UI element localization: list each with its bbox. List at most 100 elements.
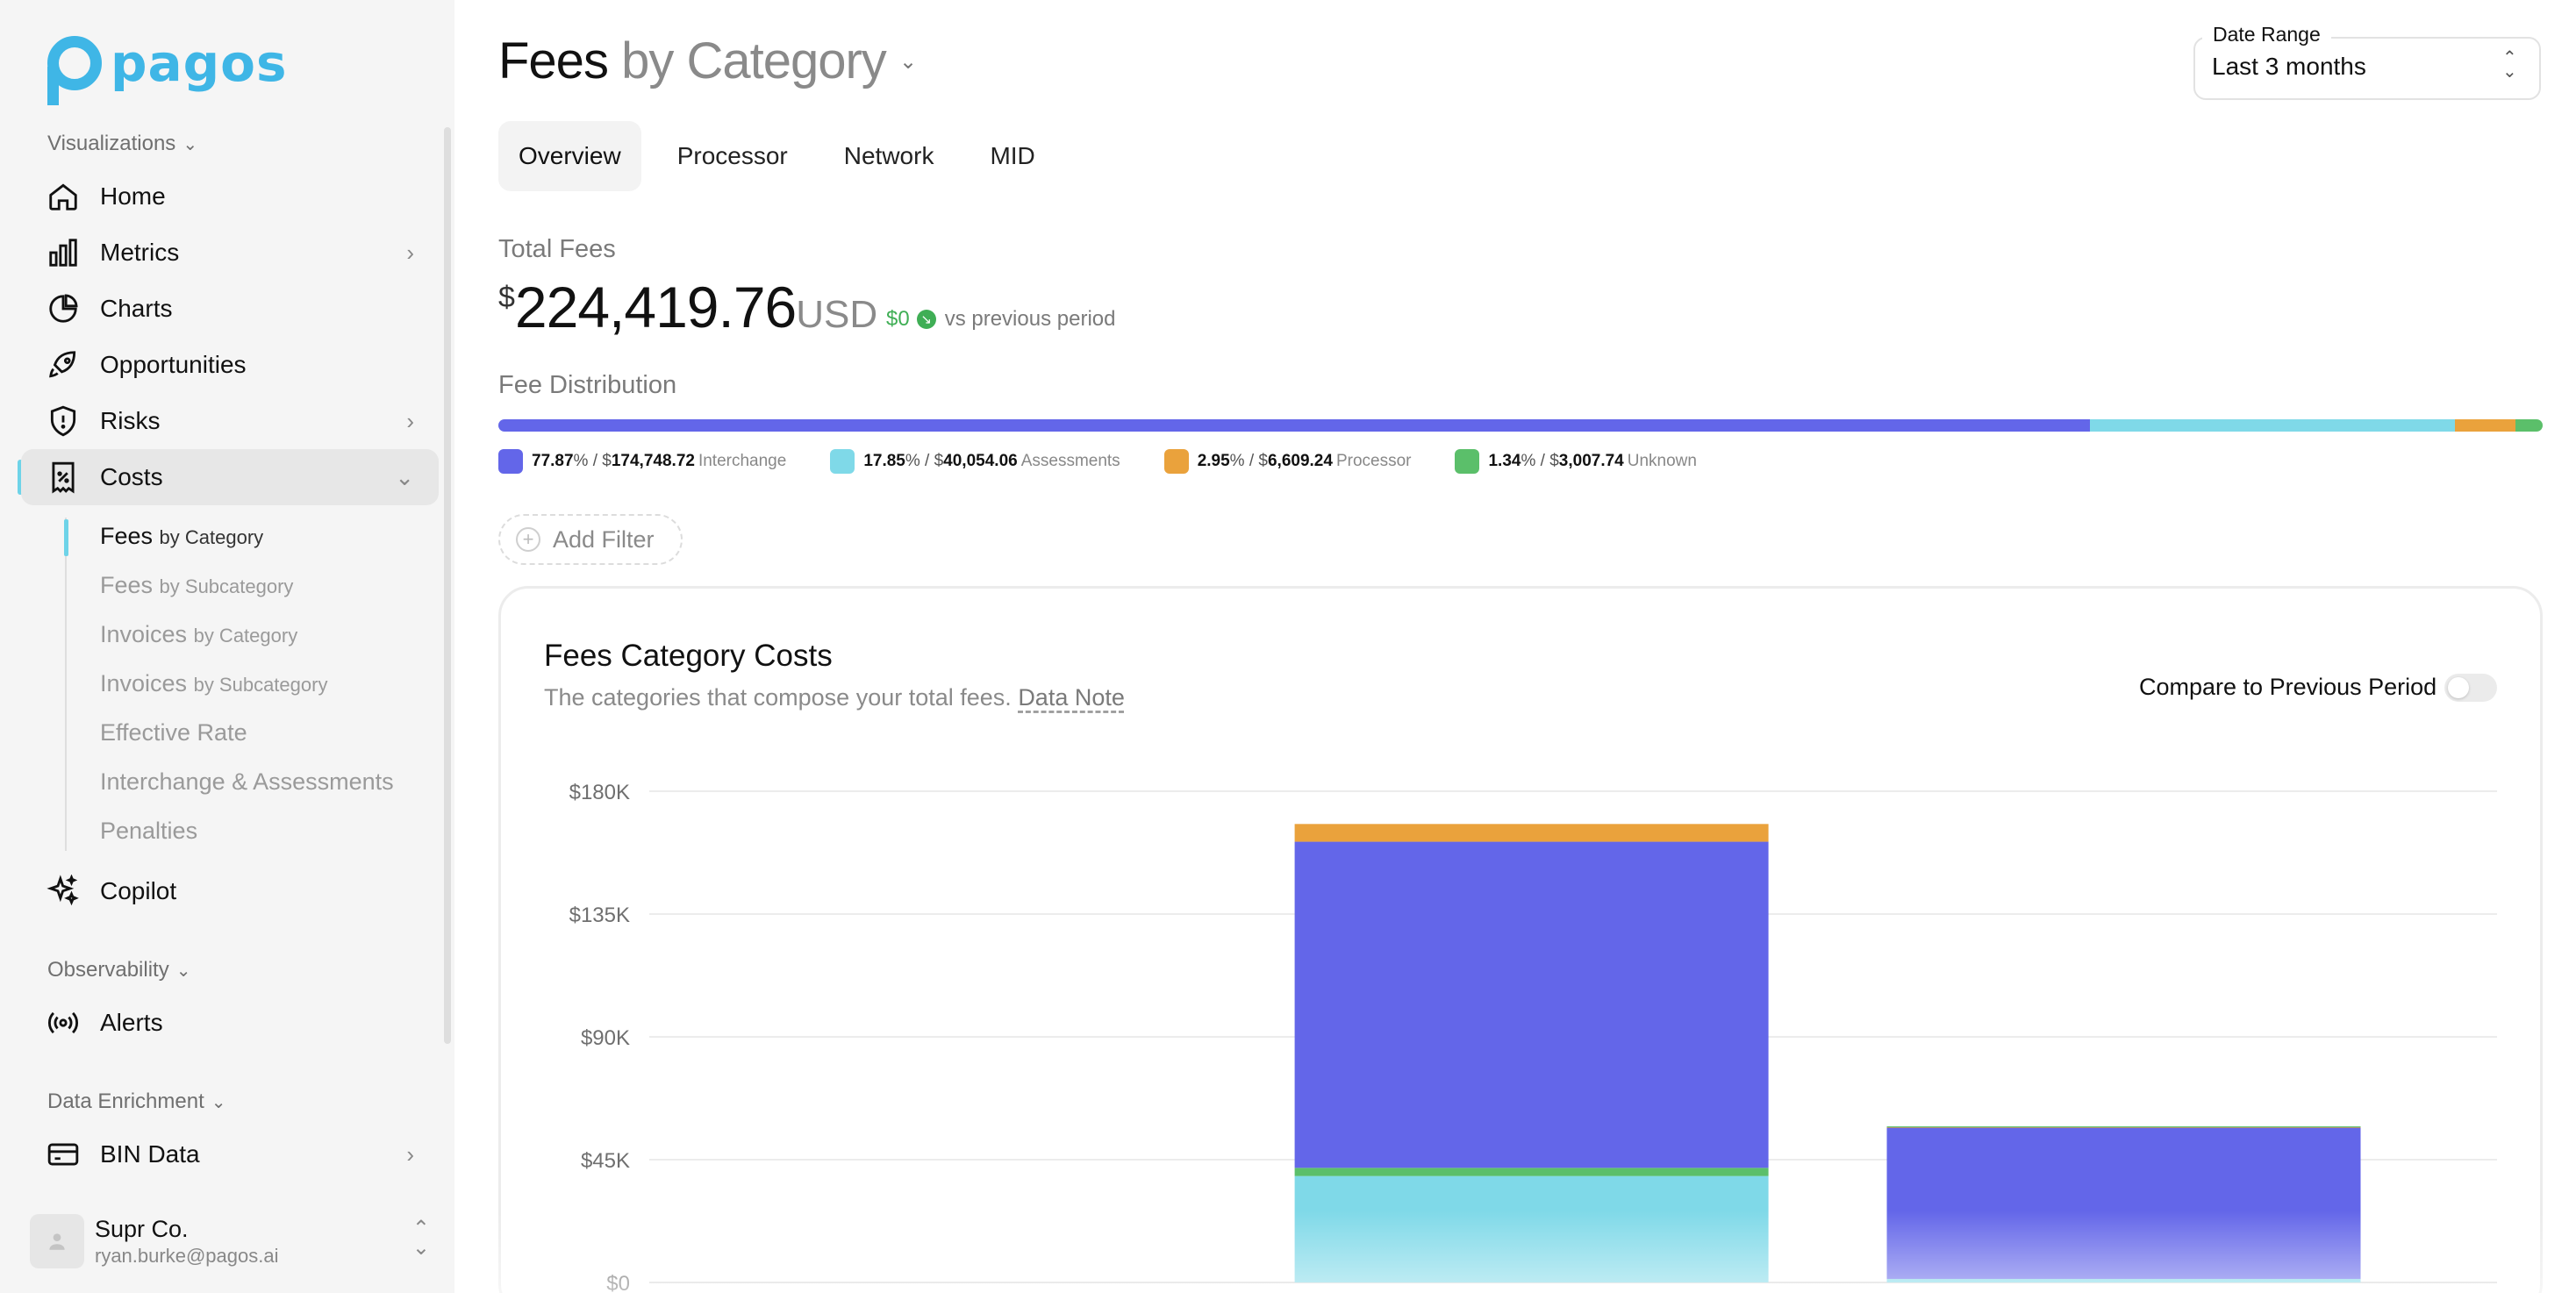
user-icon [49, 1233, 65, 1250]
y-tick-label: $45K [581, 1149, 630, 1173]
bar-segment-unknown[interactable] [1294, 1168, 1769, 1176]
chevron-up-down-icon: ⌃ ⌄ [2502, 48, 2517, 82]
legend-amount: 174,748.72 [611, 452, 695, 470]
bar-segment-interchange[interactable] [1886, 1127, 2361, 1279]
chevron-down-icon[interactable]: ⌄ [899, 50, 918, 74]
page-title-suffix: by Category [621, 32, 887, 89]
distribution-segment-interchange [498, 419, 2091, 432]
legend-amount: 6,609.24 [1267, 452, 1333, 470]
submenu-effective-rate[interactable]: Effective Rate [100, 719, 247, 747]
page-title[interactable]: Fees by Category [498, 32, 887, 90]
sidebar-item-label: Costs [100, 463, 163, 490]
legend-pct: 17.85 [863, 452, 905, 470]
sidebar-item-risks[interactable]: Risks › [21, 393, 439, 449]
submenu-line [65, 518, 67, 851]
bar-segment-processor[interactable] [1886, 1126, 2361, 1128]
receipt-percent-icon [46, 460, 81, 495]
sidebar-item-label: Charts [100, 295, 173, 322]
sidebar-item-copilot[interactable]: Copilot [21, 863, 439, 919]
chevron-down-icon: ⌄ [211, 1092, 226, 1112]
bar-chart-icon [46, 235, 81, 270]
sidebar-item-bin-data[interactable]: BIN Data › [21, 1126, 439, 1182]
submenu-label: Fees [100, 523, 154, 549]
bar-segment-assessments[interactable] [1294, 1175, 1769, 1282]
section-observability[interactable]: Observability ⌄ [47, 958, 190, 982]
date-range-select[interactable] [2193, 37, 2541, 100]
chevron-right-icon: › [406, 1140, 414, 1168]
sidebar-item-metrics[interactable]: Metrics › [21, 225, 439, 281]
legend-amount: 40,054.06 [943, 452, 1018, 470]
sidebar-item-label: Risks [100, 407, 161, 434]
arrow-down-right-icon: ↘ [916, 310, 936, 329]
sidebar-item-costs[interactable]: Costs ⌄ [21, 449, 439, 505]
submenu-invoices-by-subcategory[interactable]: Invoices by Subcategory [100, 670, 327, 697]
rocket-icon [46, 347, 81, 382]
tab-processor[interactable]: Processor [676, 142, 788, 169]
bar-segment-processor[interactable] [1294, 824, 1769, 842]
card-subtitle-text: The categories that compose your total f… [544, 684, 1012, 711]
legend-unknown[interactable]: 1.34% / $3,007.74 Unknown [1455, 449, 1697, 474]
submenu-suffix: by Category [193, 625, 298, 646]
sidebar-item-opportunities[interactable]: Opportunities [21, 337, 439, 393]
submenu-fees-by-category[interactable]: Fees by Category [100, 523, 263, 550]
submenu-active-indicator [64, 519, 68, 556]
add-filter-button[interactable]: + Add Filter [498, 514, 683, 565]
submenu-label: Invoices [100, 621, 188, 647]
sidebar-item-home[interactable]: Home [21, 168, 439, 225]
tab-mid[interactable]: MID [990, 142, 1035, 169]
bar-segment-interchange[interactable] [1294, 841, 1769, 1168]
submenu-interchange-assessments[interactable]: Interchange & Assessments [100, 768, 394, 796]
sidebar-scrollbar[interactable] [444, 127, 451, 1044]
submenu-label: Effective Rate [100, 719, 247, 746]
page-title-main: Fees [498, 32, 609, 89]
submenu-penalties[interactable]: Penalties [100, 818, 197, 845]
legend-swatch [830, 449, 855, 474]
legend-swatch [1455, 449, 1480, 474]
legend-name: Unknown [1627, 452, 1697, 470]
sidebar-item-alerts[interactable]: Alerts [21, 995, 439, 1051]
tab-network[interactable]: Network [843, 142, 934, 169]
legend-assessments[interactable]: 17.85% / $40,054.06 Assessments [830, 449, 1120, 474]
submenu-label: Interchange & Assessments [100, 768, 394, 795]
chevron-right-icon: › [406, 407, 414, 434]
chevron-up-down-icon: ⌃ ⌄ [411, 1217, 430, 1260]
add-filter-label: Add Filter [553, 525, 655, 553]
submenu-invoices-by-category[interactable]: Invoices by Category [100, 621, 297, 648]
delta-text: vs previous period [944, 307, 1116, 331]
legend-name: Processor [1335, 452, 1412, 470]
sidebar-item-charts[interactable]: Charts [21, 281, 439, 337]
legend-processor[interactable]: 2.95% / $6,609.24 Processor [1163, 449, 1412, 474]
compare-toggle[interactable] [2444, 674, 2497, 702]
sidebar: pagos Visualizations ⌄ Home Metrics › Ch… [0, 0, 454, 1293]
pagos-logo[interactable]: pagos [47, 33, 288, 105]
logo-mark-icon [47, 36, 102, 105]
chevron-down-icon: ⌄ [182, 134, 198, 154]
legend-name: Interchange [698, 452, 787, 470]
section-visualizations[interactable]: Visualizations ⌄ [47, 132, 197, 156]
home-icon [46, 179, 81, 214]
data-note-link[interactable]: Data Note [1018, 684, 1125, 711]
bar-segment-unknown[interactable] [1886, 1126, 2361, 1128]
pie-chart-icon [46, 291, 81, 326]
plus-icon: + [516, 527, 540, 552]
user-account-switcher[interactable]: Supr Co. ryan.burke@pagos.ai ⌃ ⌄ [30, 1209, 439, 1274]
date-range-label: Date Range [2202, 23, 2331, 46]
section-label: Data Enrichment [47, 1089, 204, 1113]
section-data-enrichment[interactable]: Data Enrichment ⌄ [47, 1089, 226, 1114]
card-subtitle: The categories that compose your total f… [544, 684, 1125, 711]
y-tick-label: $180K [569, 781, 630, 804]
chevron-down-icon: ⌄ [395, 463, 414, 490]
fee-distribution-label: Fee Distribution [498, 371, 677, 399]
bar-segment-assessments[interactable] [1886, 1278, 2361, 1282]
submenu-label: Fees [100, 572, 154, 598]
currency-symbol: $ [498, 281, 515, 314]
tab-overview[interactable]: Overview [498, 121, 641, 191]
legend-pct: 1.34 [1488, 452, 1521, 470]
distribution-segment-unknown [2515, 419, 2543, 432]
submenu-suffix: by Subcategory [193, 674, 328, 696]
date-range-value: Last 3 months [2212, 53, 2366, 80]
submenu-label: Penalties [100, 818, 198, 844]
legend-interchange[interactable]: 77.87% / $174,748.72 Interchange [498, 449, 786, 474]
y-tick-label: $135K [569, 904, 630, 927]
submenu-fees-by-subcategory[interactable]: Fees by Subcategory [100, 572, 293, 599]
